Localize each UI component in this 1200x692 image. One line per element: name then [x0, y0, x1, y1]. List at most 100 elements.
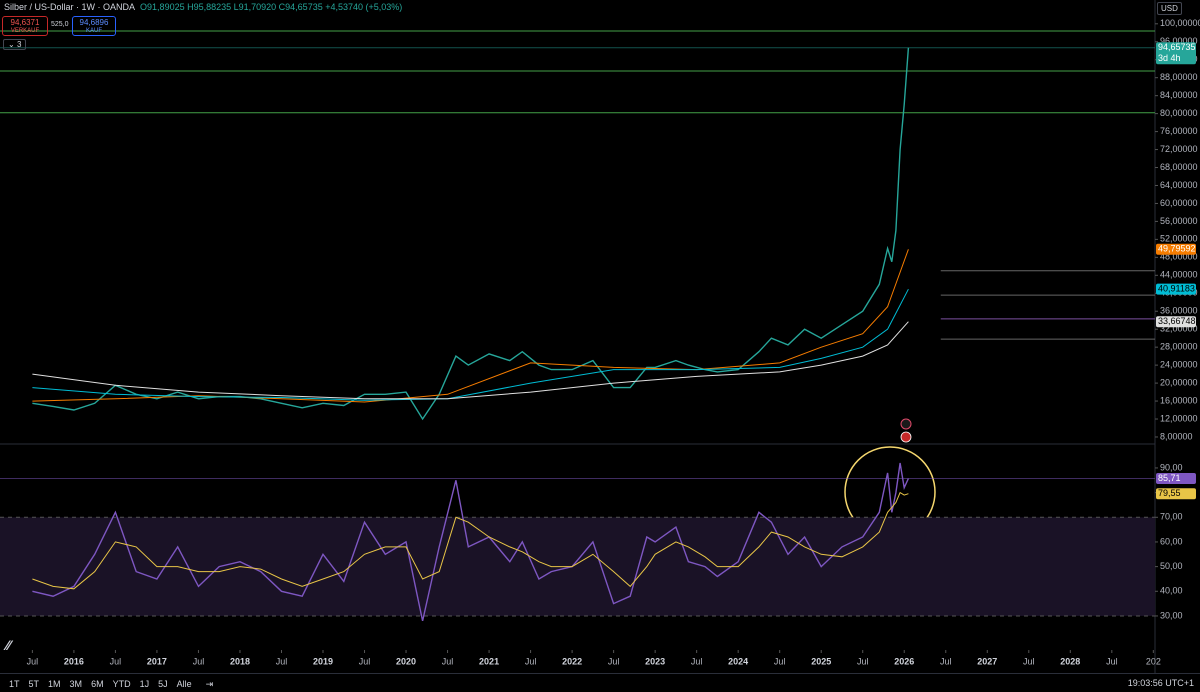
y-tick-label: 36,00000: [1160, 306, 1198, 316]
sell-button[interactable]: 94,6371 VERKAUF: [2, 16, 48, 36]
x-tick-label: 2021: [479, 656, 499, 666]
range-button[interactable]: 6M: [91, 679, 104, 689]
y-tick-label: 28,00000: [1160, 342, 1198, 352]
y-tick-label: 56,00000: [1160, 216, 1198, 226]
price-tag-label: 40,91183: [1158, 284, 1195, 294]
x-tick-label: Jul: [525, 656, 537, 666]
price-tag-label: 79,55: [1158, 488, 1181, 498]
y-tick-label: 60,00: [1160, 536, 1183, 546]
price-tag: [1156, 283, 1196, 295]
x-tick-label: Jul: [193, 656, 205, 666]
currency[interactable]: USD: [1157, 2, 1182, 15]
y-tick-label: 30,00: [1160, 610, 1183, 620]
sell-price: 94,6371: [10, 18, 40, 27]
y-tick-label: 52,00000: [1160, 234, 1198, 244]
spread: 525,0: [51, 21, 69, 28]
y-tick-label: 72,00000: [1160, 144, 1198, 154]
price-tag: [1156, 243, 1196, 255]
y-tick-label: 16,00000: [1160, 395, 1198, 405]
x-tick-label: 202: [1146, 656, 1161, 666]
x-tick-label: Jul: [276, 656, 288, 666]
indicator-count: 3: [16, 40, 22, 49]
y-tick-label: 50,00: [1160, 561, 1183, 571]
price-tag-label: 94,65735: [1158, 42, 1196, 52]
x-tick-label: 2017: [147, 656, 167, 666]
x-tick-label: Jul: [774, 656, 786, 666]
x-tick-label: 2023: [645, 656, 665, 666]
ohlc: O91,89025 H95,88235 L91,70920 C94,65735 …: [140, 2, 403, 12]
series-line: [32, 462, 910, 622]
price-tag-label: 33,66748: [1158, 316, 1196, 326]
series-line: [32, 321, 909, 400]
x-tick-label: 2024: [728, 656, 748, 666]
x-tick-label: Jul: [608, 656, 620, 666]
y-tick-label: 90,00: [1160, 462, 1183, 472]
clock: 19:03:56 UTC+1: [1127, 678, 1194, 688]
sell-label: VERKAUF: [10, 28, 40, 34]
price-tag: [1156, 488, 1196, 500]
x-tick-label: Jul: [1106, 656, 1118, 666]
y-tick-label: 48,00000: [1160, 252, 1198, 262]
logo: ⁄⁄: [6, 637, 11, 653]
x-tick-label: 2027: [977, 656, 997, 666]
date-range-icon[interactable]: ⇥: [205, 679, 214, 689]
x-tick-label: 2018: [230, 656, 250, 666]
event-icon[interactable]: [900, 418, 912, 430]
buy-price: 94,6896: [79, 18, 109, 27]
event-icon[interactable]: [900, 431, 912, 443]
x-tick-label: Jul: [27, 656, 39, 666]
symbol: Silber / US-Dollar · 1W · OANDA: [4, 2, 136, 12]
x-tick-label: 2026: [894, 656, 914, 666]
series-line: [32, 47, 910, 421]
y-tick-label: 76,00000: [1160, 126, 1198, 136]
x-tick-label: Jul: [857, 656, 869, 666]
y-tick-label: 64,00000: [1160, 180, 1198, 190]
x-tick-label: Jul: [442, 656, 454, 666]
y-tick-label: 68,00000: [1160, 162, 1198, 172]
buy-button[interactable]: 94,6896 KAUF: [72, 16, 116, 36]
range-button[interactable]: 5J: [158, 679, 168, 689]
range-button[interactable]: 3M: [69, 679, 83, 689]
x-tick-label: 2025: [811, 656, 831, 666]
y-tick-label: 84,00000: [1160, 90, 1198, 100]
x-tick-label: 2016: [64, 656, 84, 666]
symbol-title: Silber / US-Dollar · 1W · OANDA O91,8902…: [4, 2, 402, 12]
y-tick-label: 40,00: [1160, 586, 1183, 596]
x-tick-label: Jul: [940, 656, 952, 666]
buy-label: KAUF: [85, 28, 102, 34]
y-tick-label: 32,00000: [1160, 324, 1198, 334]
y-tick-label: 88,00000: [1160, 72, 1198, 82]
x-tick-label: Jul: [359, 656, 371, 666]
y-tick-label: 80,00000: [1160, 108, 1198, 118]
price-tag-label: 85,71: [1158, 473, 1181, 483]
range-button[interactable]: Alle: [176, 679, 192, 689]
price-tag-label: 49,79592: [1158, 244, 1196, 254]
range-button[interactable]: 1T: [9, 679, 20, 689]
y-tick-label: 60,00000: [1160, 198, 1198, 208]
x-tick-label: 2028: [1060, 656, 1080, 666]
y-tick-label: 44,00000: [1160, 270, 1198, 280]
rsi-band: [0, 517, 1155, 616]
y-tick-label: 100,00000: [1160, 18, 1200, 28]
y-tick-label: 20,00000: [1160, 377, 1198, 387]
range-button[interactable]: 5T: [28, 679, 40, 689]
price-tag: [1156, 473, 1196, 485]
range-button[interactable]: 1M: [48, 679, 61, 689]
price-tag: [1156, 42, 1196, 65]
chart: 8,00000 12,00000 16,00000 20,00000 24,00000 2…: [0, 0, 1200, 673]
y-tick-label: 70,00: [1160, 512, 1183, 522]
range-button[interactable]: YTD: [112, 679, 131, 689]
x-tick-label: 2020: [396, 656, 416, 666]
x-tick-label: Jul: [1023, 656, 1035, 666]
y-tick-label: 8,00000: [1160, 431, 1193, 441]
series-line: [32, 491, 909, 590]
series-line: [32, 288, 909, 401]
x-tick-label: Jul: [110, 656, 122, 666]
x-tick-label: Jul: [691, 656, 703, 666]
range-button[interactable]: 1J: [139, 679, 150, 689]
x-tick-label: 2019: [313, 656, 333, 666]
countdown: 3d 4h: [1158, 53, 1181, 63]
y-tick-label: 24,00000: [1160, 359, 1198, 369]
indicator-toggle[interactable]: ⌄ 3: [3, 39, 27, 50]
